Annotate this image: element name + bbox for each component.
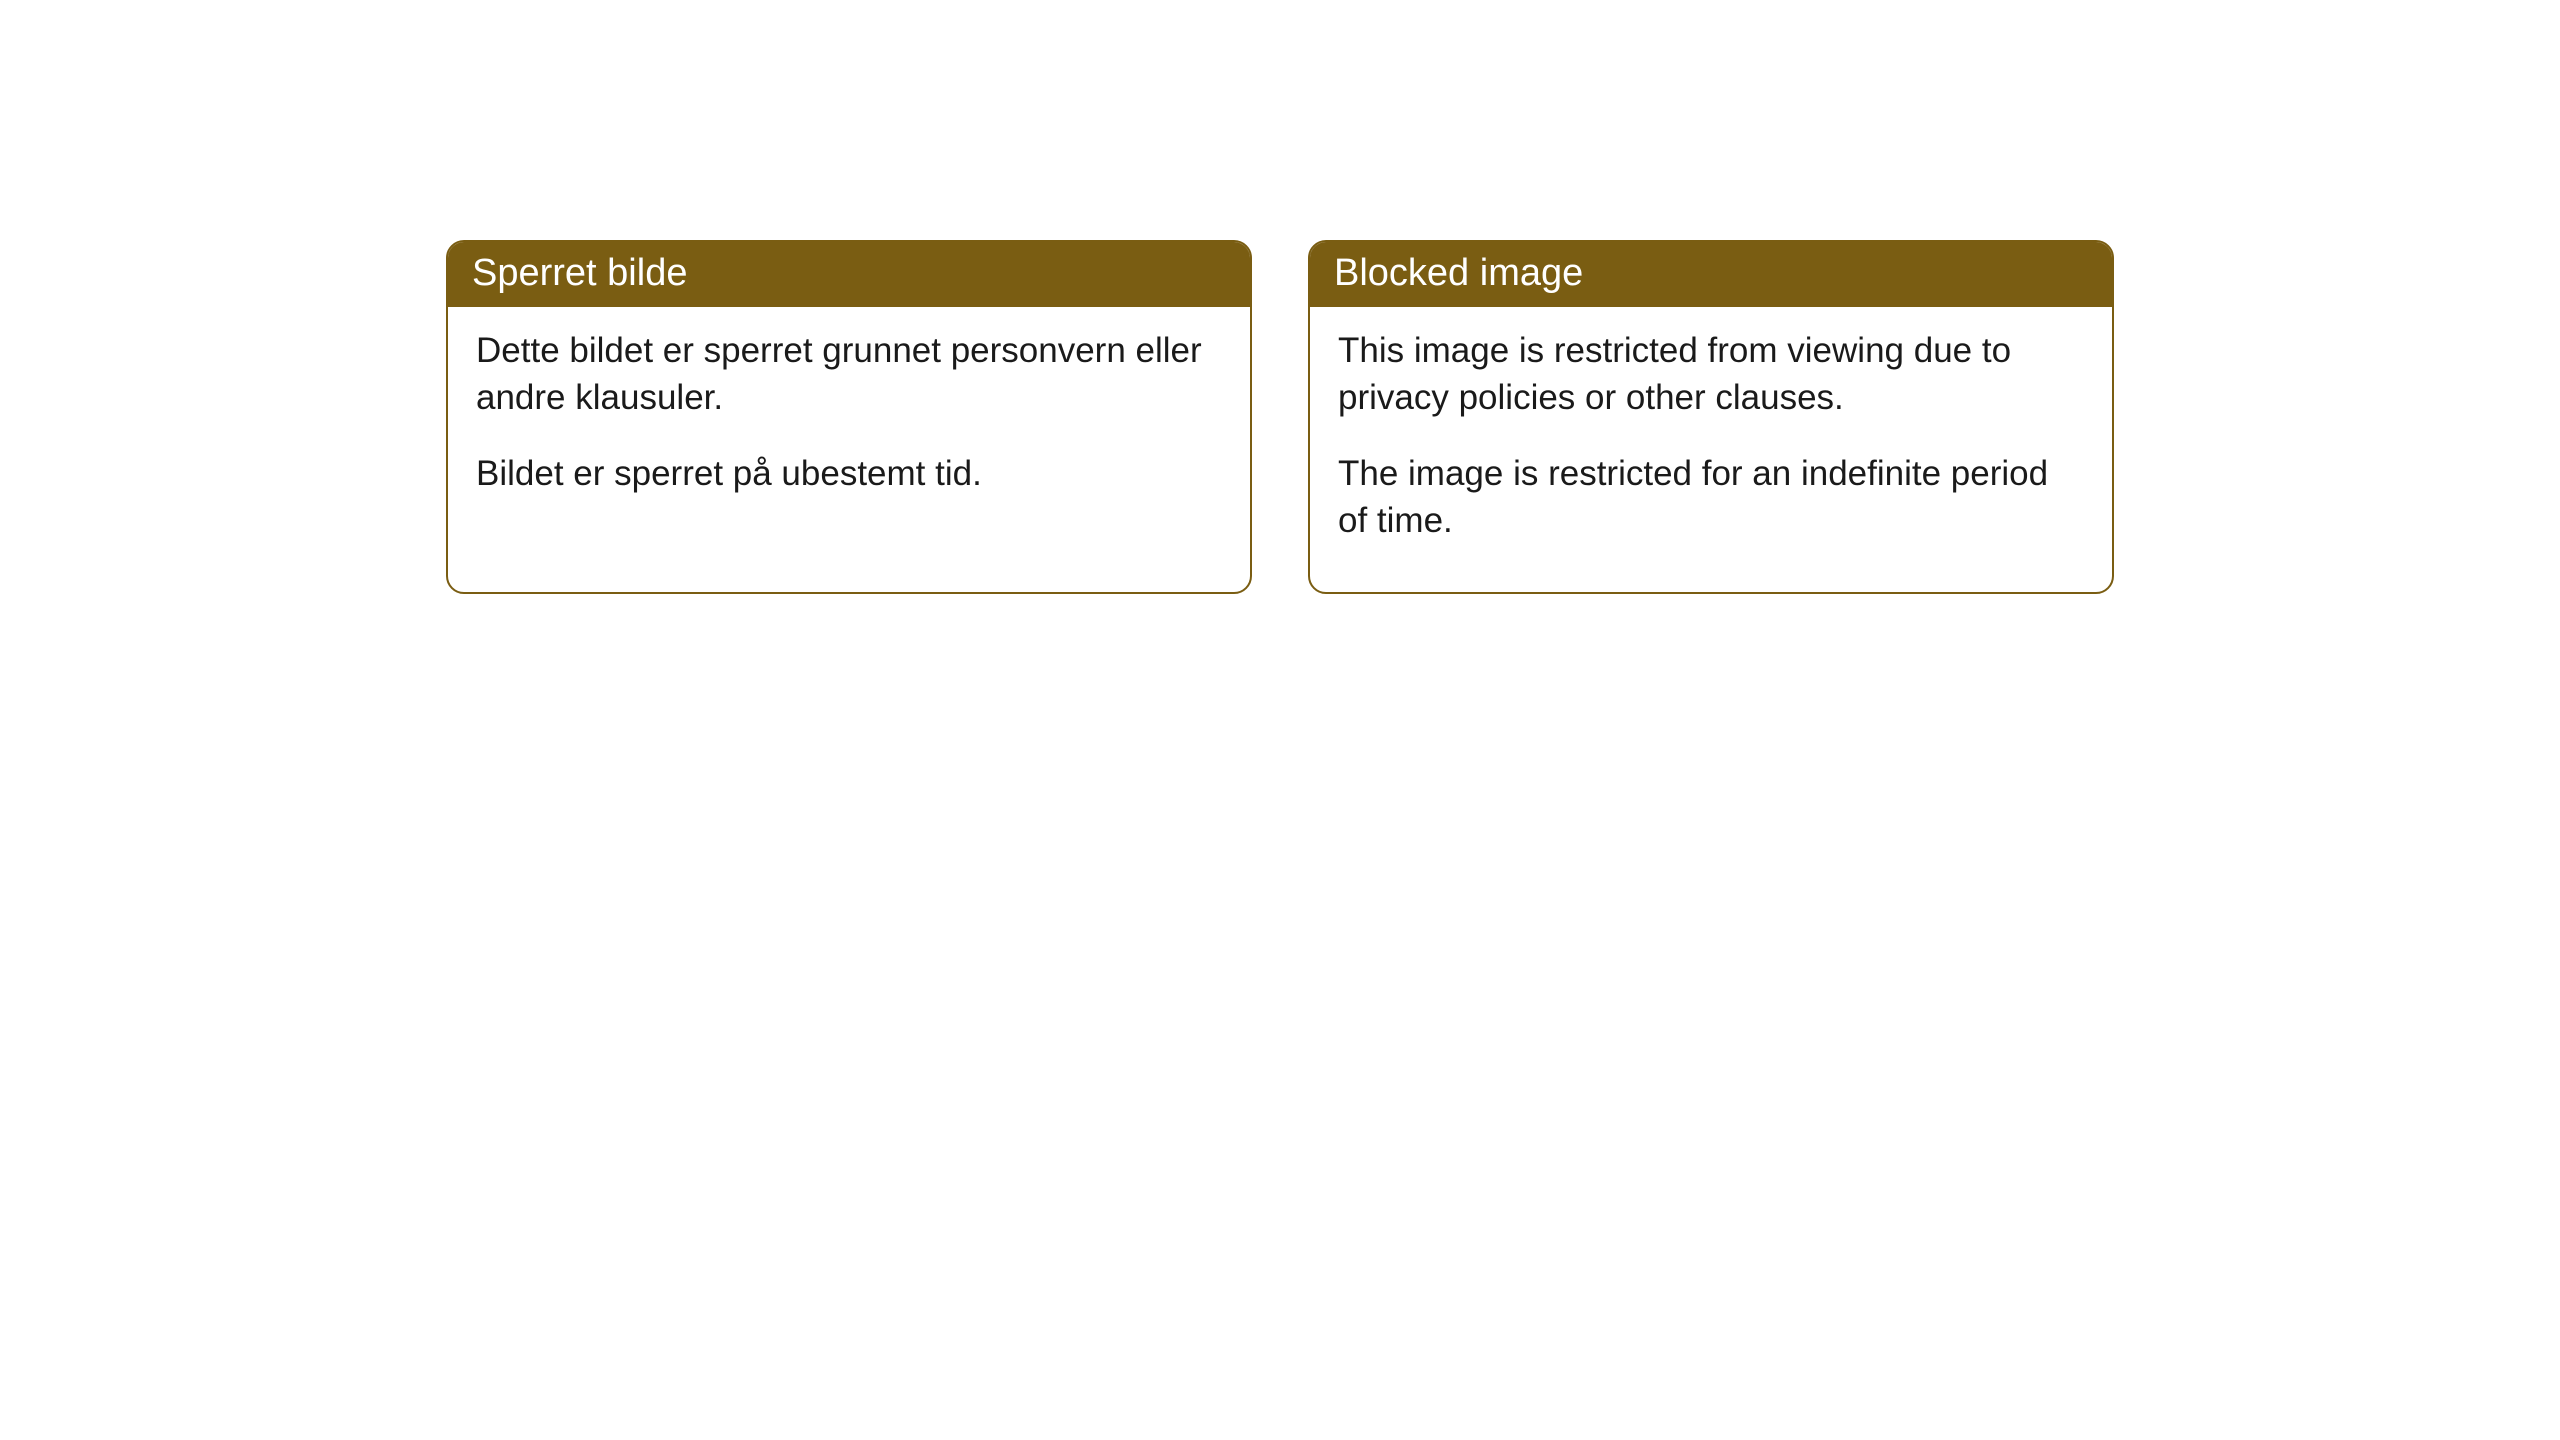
card-paragraph: This image is restricted from viewing du… [1338,327,2084,422]
notice-cards-container: Sperret bilde Dette bildet er sperret gr… [446,240,2114,594]
card-paragraph: The image is restricted for an indefinit… [1338,450,2084,545]
notice-card-norwegian: Sperret bilde Dette bildet er sperret gr… [446,240,1252,594]
card-paragraph: Bildet er sperret på ubestemt tid. [476,450,1222,497]
card-body: Dette bildet er sperret grunnet personve… [448,307,1250,545]
card-body: This image is restricted from viewing du… [1310,307,2112,592]
card-header: Sperret bilde [448,242,1250,307]
card-title: Blocked image [1334,252,1583,294]
card-header: Blocked image [1310,242,2112,307]
card-title: Sperret bilde [472,252,687,294]
card-paragraph: Dette bildet er sperret grunnet personve… [476,327,1222,422]
notice-card-english: Blocked image This image is restricted f… [1308,240,2114,594]
